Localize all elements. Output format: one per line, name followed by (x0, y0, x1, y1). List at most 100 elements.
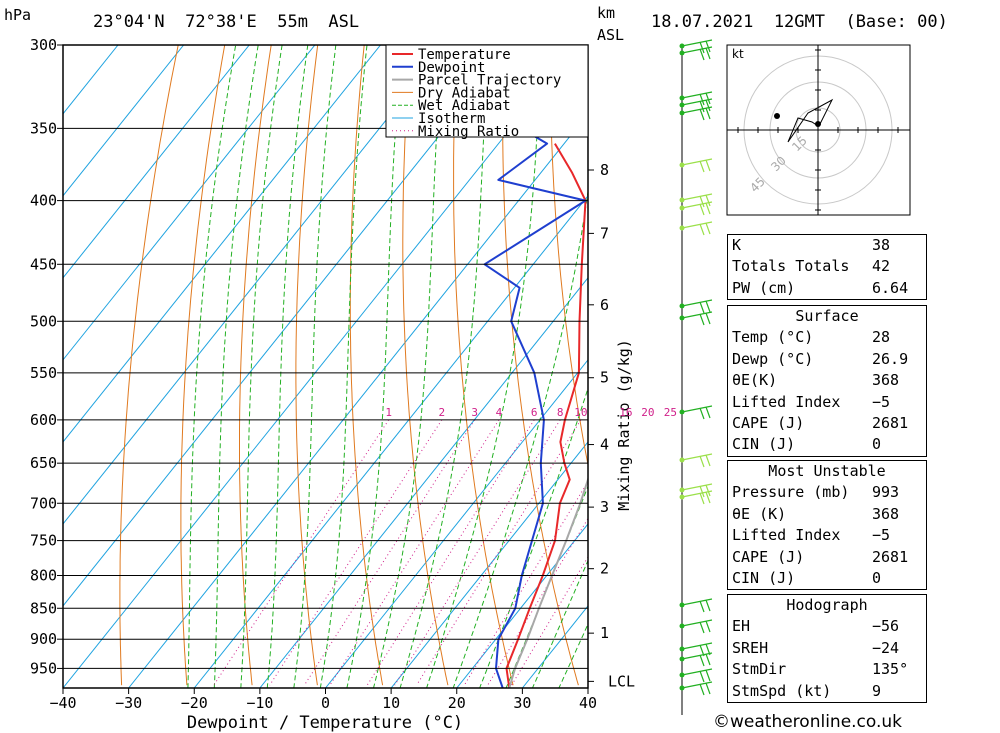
height-tick-label: 2 (600, 560, 609, 578)
isotherm-line (390, 441, 588, 688)
height-tick-label: 4 (600, 436, 609, 454)
surface-value: 28 (872, 328, 891, 347)
surface-value: 2681 (872, 413, 909, 432)
wet-adiabat-line (531, 559, 588, 688)
hodograph-param-key: EH (732, 617, 751, 636)
isotherm-line (456, 523, 588, 688)
isotherm-line (325, 359, 588, 688)
isotherm-line (63, 45, 447, 525)
most-unstable-row: CAPE (J) 2681 (728, 547, 926, 568)
wind-barb (681, 158, 713, 173)
mixing-ratio-line (329, 419, 500, 686)
hodograph-param-value: 9 (872, 681, 882, 700)
wind-barb (681, 652, 713, 667)
pressure-tick-label: 600 (30, 411, 57, 429)
station-location: 23°04'N 72°38'E 55m ASL (93, 12, 360, 32)
wind-barb (681, 598, 713, 613)
index-value: 42 (872, 257, 891, 276)
hodograph-param-value: −24 (872, 638, 900, 657)
most-unstable-key: Lifted Index (732, 526, 841, 545)
wind-barb (681, 453, 713, 468)
pressure-tick-label: 550 (30, 364, 57, 382)
index-key: PW (cm) (732, 278, 796, 297)
mixing-ratio-label: 25 (664, 406, 677, 419)
hodograph-origin-dot (815, 121, 821, 127)
surface-key: Temp (°C) (732, 328, 814, 347)
asl-unit-label: ASL (597, 26, 625, 44)
temperature-tick-label: 40 (579, 694, 597, 712)
hodograph-param-row: SREH −24 (728, 638, 926, 659)
surface-value: 0 (872, 435, 882, 454)
wet-adiabat-line (293, 45, 337, 688)
hodograph-param-key: StmSpd (kt) (732, 681, 832, 700)
most-unstable-value: 2681 (872, 547, 909, 566)
mixing-ratio-line (463, 480, 588, 686)
wind-barb (681, 668, 713, 683)
surface-key: Lifted Index (732, 392, 841, 411)
wind-barb (681, 405, 713, 420)
isotherm-line (128, 112, 588, 688)
surface-value: 26.9 (872, 349, 909, 368)
run-datetime: 18.07.2021 12GMT (Base: 00) (651, 12, 948, 32)
dry-adiabat-line (239, 45, 272, 686)
legend-entry: Dewpoint (418, 60, 485, 76)
pressure-tick-label: 850 (30, 599, 57, 617)
isotherm-line (63, 45, 316, 361)
most-unstable-row: CIN (J) 0 (728, 568, 926, 589)
hodograph-param-row: StmSpd (kt) 9 (728, 681, 926, 702)
storm-motion-dot (774, 113, 780, 119)
height-tick-label: 1 (600, 624, 609, 642)
pressure-tick-label: 950 (30, 659, 57, 677)
temperature-tick-label: −10 (246, 694, 273, 712)
pressure-tick-label: 900 (30, 630, 57, 648)
hodograph-param-row: EH −56 (728, 616, 926, 637)
most-unstable-key: CIN (J) (732, 568, 796, 587)
most-unstable-table: Most Unstable Pressure (mb) 993 θE (K) 368 Li… (727, 460, 927, 591)
mixing-ratio-label: 10 (574, 406, 587, 419)
wind-barb (681, 193, 713, 208)
dewpoint-profile (422, 45, 587, 688)
indices-table: K 38 Totals Totals 42 PW (cm) 6.64 (727, 234, 927, 301)
mixing-ratio-line (303, 419, 476, 686)
wind-barb (681, 91, 713, 106)
isotherm-line (63, 45, 513, 607)
temperature-tick-label: −40 (49, 694, 76, 712)
surface-value: −5 (872, 392, 891, 411)
legend-entry: Dry Adiabat (418, 85, 511, 101)
mixing-ratio-line (511, 555, 588, 686)
hodograph-param-title: Hodograph (786, 596, 868, 614)
pressure-tick-label: 500 (30, 312, 57, 330)
dry-adiabat-line (597, 45, 709, 685)
wind-barb (681, 483, 713, 498)
mixing-ratio-line (394, 419, 561, 686)
legend-entry: Parcel Trajectory (418, 73, 561, 89)
height-tick-label: 8 (600, 161, 609, 179)
temperature-tick-label: 0 (321, 694, 330, 712)
temperature-tick-label: 10 (382, 694, 400, 712)
height-tick-label: 6 (600, 296, 609, 314)
wind-barb (681, 619, 713, 634)
isotherm-line (259, 277, 588, 688)
most-unstable-value: 368 (872, 504, 900, 523)
index-row: Totals Totals 42 (728, 256, 926, 277)
mixing-ratio-label: 4 (496, 406, 503, 419)
index-key: K (732, 236, 742, 254)
index-key: Totals Totals (732, 257, 850, 276)
dry-adiabat-line (119, 45, 179, 686)
most-unstable-value: −5 (872, 526, 891, 545)
isotherm-line (63, 45, 119, 115)
mixing-ratio-line (269, 419, 443, 686)
hodograph-unit: kt (732, 47, 744, 61)
hodograph-param-row: StmDir 135° (728, 659, 926, 680)
pressure-tick-label: 750 (30, 532, 57, 550)
surface-table: Surface Temp (°C) 28 Dewp (°C) 26.9 θE(K) 368 L… (727, 305, 927, 457)
wet-adiabat-line (187, 45, 237, 688)
dry-adiabat-line (453, 45, 514, 686)
mixing-ratio-label: 6 (531, 406, 538, 419)
isotherm-line (63, 45, 250, 279)
most-unstable-row: Pressure (mb) 993 (728, 482, 926, 503)
height-tick-label: LCL (608, 672, 635, 690)
legend-entry: Wet Adiabat (418, 98, 511, 114)
most-unstable-title: Most Unstable (768, 462, 886, 480)
